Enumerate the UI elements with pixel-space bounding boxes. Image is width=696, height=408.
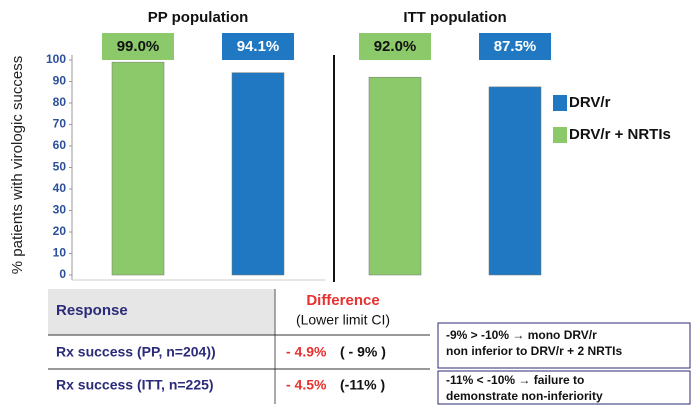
table-header: (Lower limit CI): [296, 312, 390, 328]
y-tick-label: 50: [53, 160, 67, 174]
y-axis-label: % patients with virologic success: [9, 56, 26, 274]
y-tick-label: 80: [53, 95, 67, 109]
value-label-box: [359, 33, 431, 60]
note-text: -11% < -10% → failure to: [446, 373, 584, 387]
table-header: Response: [56, 302, 128, 319]
value-label: 94.1%: [237, 38, 280, 55]
table-cell: (-11% ): [340, 377, 385, 393]
y-tick-label: 10: [53, 246, 67, 260]
legend-label: DRV/r: [569, 94, 611, 111]
bar: [231, 72, 285, 276]
panel-title: ITT population: [403, 9, 506, 26]
y-tick-label: 70: [53, 117, 67, 131]
note-text: -9% > -10% → mono DRV/r: [446, 328, 597, 342]
legend-swatch: [553, 127, 567, 143]
note-box: [437, 322, 691, 369]
legend-label: DRV/r + NRTIs: [569, 126, 671, 143]
note-text: demonstrate non-inferiority: [446, 389, 603, 403]
table-cell: ( - 9% ): [340, 344, 386, 360]
y-tick-label: 0: [59, 267, 66, 281]
table-cell: Rx success (ITT, n=225): [56, 377, 214, 393]
table-cell: - 4.9%: [286, 344, 327, 360]
panel-title: PP population: [148, 9, 249, 26]
table-header: Difference: [306, 292, 379, 309]
table-cell: - 4.5%: [286, 377, 327, 393]
y-tick-label: 20: [53, 224, 67, 238]
note-text: non inferior to DRV/r + 2 NRTIs: [446, 344, 622, 358]
y-tick-label: 40: [53, 181, 67, 195]
y-tick-label: 90: [53, 74, 67, 88]
table-header-bg: [48, 289, 275, 335]
y-tick-label: 100: [46, 52, 66, 66]
value-label-box: [102, 33, 174, 60]
bar: [111, 61, 165, 276]
value-label: 92.0%: [374, 38, 417, 55]
bar: [488, 86, 542, 276]
y-tick-label: 30: [53, 203, 67, 217]
bar: [368, 76, 422, 276]
note-box: [437, 370, 691, 405]
legend-swatch: [553, 95, 567, 111]
value-label: 99.0%: [117, 38, 160, 55]
y-tick-label: 60: [53, 138, 67, 152]
value-label: 87.5%: [494, 38, 537, 55]
table-cell: Rx success (PP, n=204)): [56, 344, 216, 360]
value-label-box: [479, 33, 551, 60]
value-label-box: [222, 33, 294, 60]
